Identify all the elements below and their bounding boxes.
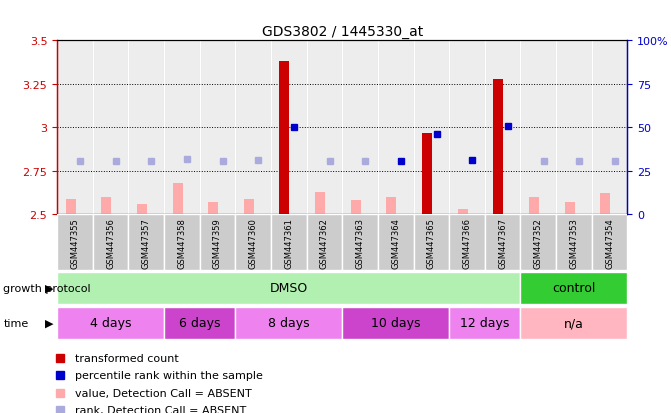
Bar	[449, 307, 521, 339]
Bar	[57, 41, 93, 215]
Text: GSM447367: GSM447367	[498, 217, 507, 268]
Bar	[137, 204, 147, 215]
Bar	[386, 197, 397, 215]
Bar	[164, 307, 236, 339]
Bar	[93, 41, 128, 215]
Bar	[592, 41, 627, 215]
Bar	[164, 41, 200, 215]
Bar	[521, 41, 556, 215]
Bar	[484, 215, 521, 271]
Title: GDS3802 / 1445330_at: GDS3802 / 1445330_at	[262, 25, 423, 39]
Text: ▶: ▶	[44, 318, 53, 328]
Bar	[422, 133, 432, 215]
Bar	[172, 183, 183, 215]
Bar	[351, 201, 361, 215]
Bar	[413, 41, 449, 215]
Text: GSM447352: GSM447352	[533, 217, 543, 268]
Bar	[521, 215, 556, 271]
Bar	[236, 215, 271, 271]
Bar	[93, 215, 128, 271]
Text: transformed count: transformed count	[75, 354, 178, 363]
Bar	[521, 307, 627, 339]
Bar	[244, 199, 254, 215]
Text: DMSO: DMSO	[270, 282, 308, 294]
Bar	[307, 41, 342, 215]
Bar	[556, 215, 592, 271]
Text: value, Detection Call = ABSENT: value, Detection Call = ABSENT	[75, 387, 252, 398]
Text: 12 days: 12 days	[460, 317, 509, 330]
Bar	[449, 41, 484, 215]
Bar	[484, 41, 521, 215]
Bar	[271, 41, 307, 215]
Text: GSM447357: GSM447357	[142, 217, 151, 268]
Text: 10 days: 10 days	[371, 317, 421, 330]
Bar	[592, 215, 627, 271]
Text: rank, Detection Call = ABSENT: rank, Detection Call = ABSENT	[75, 405, 246, 413]
Text: GSM447359: GSM447359	[213, 217, 222, 268]
Bar	[601, 194, 611, 215]
Text: 6 days: 6 days	[179, 317, 220, 330]
Text: GSM447361: GSM447361	[285, 217, 293, 268]
Bar	[342, 307, 449, 339]
Text: GSM447358: GSM447358	[177, 217, 187, 268]
Text: GSM447362: GSM447362	[320, 217, 329, 268]
Text: GSM447356: GSM447356	[106, 217, 115, 268]
Text: GSM447360: GSM447360	[248, 217, 258, 268]
Bar	[208, 203, 218, 215]
Text: 4 days: 4 days	[90, 317, 132, 330]
Text: 8 days: 8 days	[268, 317, 309, 330]
Bar	[529, 197, 539, 215]
Bar	[342, 41, 378, 215]
Bar	[236, 41, 271, 215]
Text: n/a: n/a	[564, 317, 584, 330]
Bar	[200, 215, 236, 271]
Bar	[521, 272, 627, 304]
Bar	[315, 192, 325, 215]
Bar	[57, 307, 164, 339]
Bar	[200, 41, 236, 215]
Bar	[449, 215, 484, 271]
Bar	[279, 62, 289, 215]
Text: GSM447353: GSM447353	[570, 217, 578, 268]
Bar	[236, 307, 342, 339]
Text: GSM447363: GSM447363	[356, 217, 364, 268]
Bar	[413, 215, 449, 271]
Text: GSM447365: GSM447365	[427, 217, 436, 268]
Bar	[458, 209, 468, 215]
Bar	[57, 272, 521, 304]
Text: growth protocol: growth protocol	[3, 283, 91, 293]
Bar	[164, 215, 200, 271]
Bar	[66, 199, 76, 215]
Bar	[101, 197, 111, 215]
Text: time: time	[3, 318, 29, 328]
Bar	[342, 215, 378, 271]
Text: percentile rank within the sample: percentile rank within the sample	[75, 370, 262, 380]
Text: GSM447366: GSM447366	[462, 217, 472, 268]
Text: GSM447364: GSM447364	[391, 217, 400, 268]
Bar	[57, 215, 93, 271]
Text: ▶: ▶	[44, 283, 53, 293]
Text: GSM447355: GSM447355	[70, 217, 79, 268]
Bar	[128, 215, 164, 271]
Text: control: control	[552, 282, 596, 294]
Bar	[493, 79, 503, 215]
Bar	[128, 41, 164, 215]
Bar	[271, 215, 307, 271]
Bar	[565, 203, 574, 215]
Bar	[378, 215, 413, 271]
Bar	[378, 41, 413, 215]
Bar	[556, 41, 592, 215]
Text: GSM447354: GSM447354	[605, 217, 614, 268]
Bar	[307, 215, 342, 271]
